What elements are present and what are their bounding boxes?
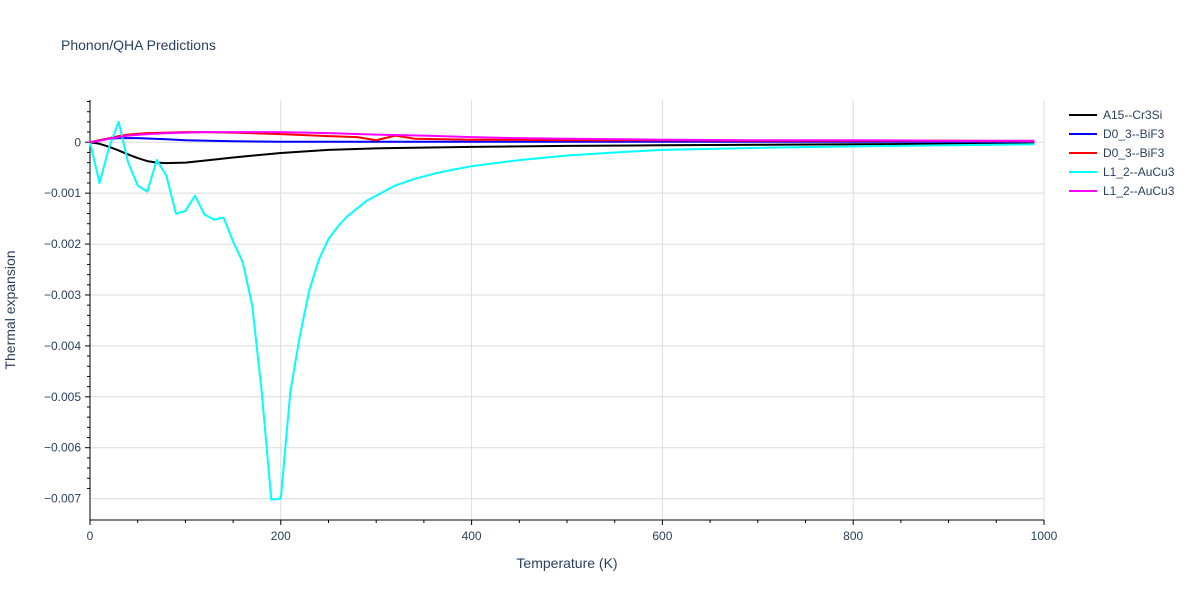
y-tick-label: −0.004 bbox=[44, 339, 81, 353]
y-tick-label: −0.006 bbox=[44, 441, 81, 455]
chart-title: Phonon/QHA Predictions bbox=[61, 37, 216, 53]
y-tick-label: −0.005 bbox=[44, 390, 81, 404]
legend-label: L1_2--AuCu3 bbox=[1103, 165, 1175, 179]
grid bbox=[90, 100, 1045, 520]
series-line-1 bbox=[89, 141, 1035, 165]
x-tick-label: 0 bbox=[87, 529, 94, 543]
legend-label: A15--Cr3Si bbox=[1103, 108, 1162, 122]
x-tick-label: 800 bbox=[843, 529, 863, 543]
axes: 0 200 400 600 800 1000 0 −0.001 −0.002 −0.003 −0.0… bbox=[44, 100, 1058, 543]
legend-item[interactable]: L1_2--AuCu3 bbox=[1069, 165, 1175, 179]
y-tick-label: −0.002 bbox=[44, 237, 81, 251]
y-axis-title: Thermal expansion bbox=[2, 250, 18, 369]
series-line-5 bbox=[89, 131, 1035, 144]
x-tick-label: 400 bbox=[462, 529, 482, 543]
legend-item[interactable]: A15--Cr3Si bbox=[1069, 108, 1162, 122]
legend-label: L1_2--AuCu3 bbox=[1103, 184, 1175, 198]
legend-label: D0_3--BiF3 bbox=[1103, 146, 1165, 160]
legend-item[interactable]: D0_3--BiF3 bbox=[1069, 146, 1165, 160]
legend: A15--Cr3Si D0_3--BiF3 D0_3--BiF3 L1_2--AuCu… bbox=[1069, 108, 1175, 198]
legend-label: D0_3--BiF3 bbox=[1103, 127, 1165, 141]
x-tick-label: 1000 bbox=[1031, 529, 1058, 543]
y-tick-label: −0.007 bbox=[44, 492, 81, 506]
y-tick-label: −0.003 bbox=[44, 288, 81, 302]
x-tick-label: 200 bbox=[271, 529, 291, 543]
legend-item[interactable]: D0_3--BiF3 bbox=[1069, 127, 1165, 141]
y-tick-label: 0 bbox=[74, 135, 81, 149]
y-tick-label: −0.001 bbox=[44, 186, 81, 200]
legend-item[interactable]: L1_2--AuCu3 bbox=[1069, 184, 1175, 198]
plot-area bbox=[89, 120, 1035, 501]
x-tick-label: 600 bbox=[652, 529, 672, 543]
series-line-4 bbox=[89, 120, 1035, 501]
x-axis-title: Temperature (K) bbox=[516, 555, 617, 571]
